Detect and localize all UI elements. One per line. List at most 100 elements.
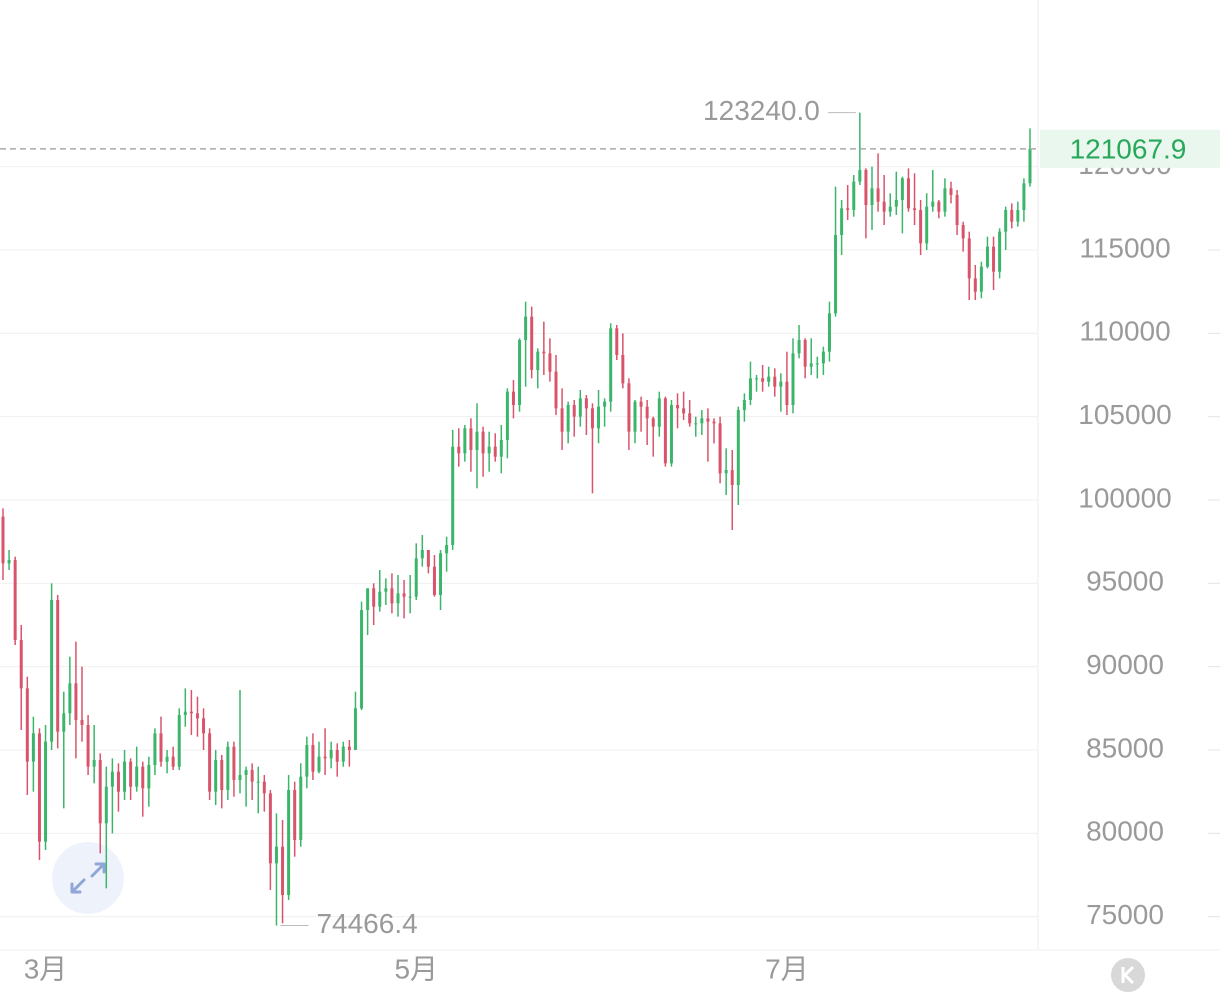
candle-body bbox=[931, 201, 935, 207]
candle-body bbox=[755, 378, 759, 380]
candle-body bbox=[50, 600, 54, 742]
candle-body bbox=[584, 398, 588, 409]
candle-body bbox=[463, 428, 467, 454]
low-label: 74466.4 bbox=[316, 908, 417, 939]
candle-body bbox=[98, 760, 102, 824]
candle-body bbox=[992, 246, 996, 272]
candle-body bbox=[852, 181, 856, 210]
candle-body bbox=[13, 560, 17, 640]
candle-body bbox=[761, 378, 765, 382]
candle-body bbox=[274, 846, 278, 864]
x-tick-label: 7月 bbox=[765, 953, 809, 984]
y-tick-label: 80000 bbox=[1086, 816, 1164, 847]
candle-body bbox=[493, 446, 497, 457]
x-tick-label: 5月 bbox=[394, 953, 438, 984]
candle-body bbox=[378, 591, 382, 607]
candle-body bbox=[919, 210, 923, 244]
candle-body bbox=[894, 200, 898, 207]
candle-body bbox=[238, 775, 242, 780]
candle-body bbox=[511, 391, 515, 405]
y-tick-label: 105000 bbox=[1078, 399, 1171, 430]
candle-body bbox=[736, 410, 740, 485]
y-tick-label: 85000 bbox=[1086, 732, 1164, 763]
candle-body bbox=[548, 353, 552, 372]
candle-body bbox=[408, 596, 412, 598]
candle-body bbox=[396, 593, 400, 604]
candle-body bbox=[311, 745, 315, 772]
candle-body bbox=[578, 398, 582, 417]
candle-body bbox=[1022, 183, 1026, 210]
candle-body bbox=[499, 440, 503, 457]
candle-body bbox=[773, 376, 777, 387]
candle-body bbox=[748, 378, 752, 400]
candle-body bbox=[439, 553, 443, 595]
candle-body bbox=[785, 381, 789, 405]
candle-body bbox=[949, 188, 953, 195]
candle-body bbox=[287, 790, 291, 895]
candle-body bbox=[299, 776, 303, 840]
candle-body bbox=[627, 383, 631, 432]
high-label: 123240.0 bbox=[703, 95, 820, 126]
candle-body bbox=[961, 225, 965, 239]
candle-body bbox=[487, 446, 491, 454]
candle-body bbox=[712, 421, 716, 424]
y-tick-label: 115000 bbox=[1079, 232, 1170, 263]
candle-body bbox=[724, 470, 728, 474]
k-button[interactable] bbox=[1111, 958, 1145, 992]
candle-body bbox=[31, 733, 35, 762]
candle-body bbox=[906, 178, 910, 209]
candle-body bbox=[56, 600, 60, 732]
candle-body bbox=[779, 381, 783, 387]
candle-body bbox=[147, 765, 151, 789]
candle-body bbox=[955, 195, 959, 225]
candle-body bbox=[536, 351, 540, 370]
candle-body bbox=[329, 750, 333, 759]
candle-body bbox=[80, 720, 84, 725]
candle-body bbox=[633, 401, 637, 432]
candle-body bbox=[341, 746, 345, 762]
candle-body bbox=[827, 313, 831, 352]
candle-body bbox=[293, 790, 297, 840]
candle-body bbox=[135, 766, 139, 787]
candle-body bbox=[1010, 210, 1014, 222]
candle-body bbox=[882, 201, 886, 212]
candle-body bbox=[840, 208, 844, 235]
candle-body bbox=[609, 328, 613, 402]
candle-body bbox=[432, 566, 436, 595]
candle-body bbox=[524, 316, 528, 340]
candle-body bbox=[554, 371, 558, 409]
candle-body bbox=[797, 340, 801, 354]
candle-body bbox=[116, 771, 120, 792]
candle-body bbox=[123, 761, 127, 792]
candle-body bbox=[864, 170, 868, 205]
candle-body bbox=[25, 688, 29, 762]
candle-body bbox=[68, 683, 72, 714]
last-price-label: 121067.9 bbox=[1070, 133, 1187, 164]
candle-body bbox=[718, 423, 722, 474]
y-tick-label: 95000 bbox=[1086, 566, 1164, 597]
candle-body bbox=[669, 405, 673, 464]
candle-body bbox=[457, 446, 461, 454]
candle-body bbox=[876, 188, 880, 202]
y-tick-label: 100000 bbox=[1078, 482, 1171, 513]
candle-body bbox=[92, 760, 96, 767]
candle-body bbox=[475, 431, 479, 450]
candle-body bbox=[858, 170, 862, 182]
candle-body bbox=[366, 588, 370, 610]
candle-body bbox=[372, 588, 376, 607]
candle-body bbox=[621, 355, 625, 384]
expand-button[interactable] bbox=[52, 842, 124, 914]
candle-body bbox=[900, 178, 904, 200]
candle-body bbox=[202, 718, 206, 734]
candle-body bbox=[86, 725, 90, 767]
candle-body bbox=[414, 558, 418, 597]
last-price-box bbox=[1040, 129, 1220, 168]
candle-body bbox=[505, 391, 509, 440]
candle-body bbox=[730, 470, 734, 485]
candle-body bbox=[925, 206, 929, 244]
candle-body bbox=[445, 545, 449, 554]
candle-body bbox=[141, 766, 145, 789]
candle-body bbox=[943, 188, 947, 212]
candle-body bbox=[913, 208, 917, 210]
